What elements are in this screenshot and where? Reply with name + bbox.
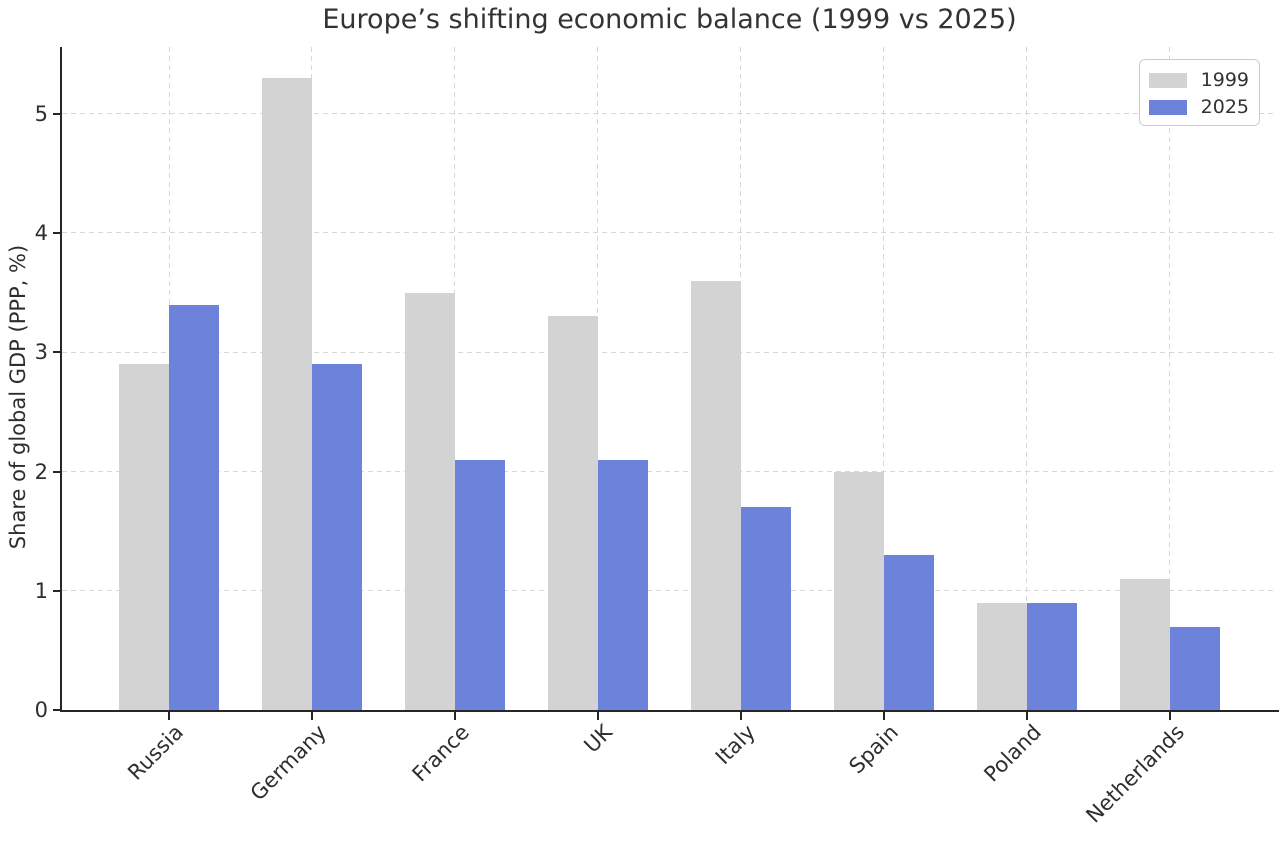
- x-tick-mark-netherlands: [1168, 712, 1171, 720]
- y-tick-label-1: 1: [34, 578, 48, 603]
- v-gridline-italy: [740, 47, 743, 710]
- h-gridline-4: [62, 232, 1277, 235]
- legend-swatch-1999: [1149, 72, 1187, 88]
- legend-swatch-2025: [1149, 99, 1187, 115]
- bar-2025-italy: [740, 507, 791, 710]
- h-gridline-1: [62, 590, 1277, 593]
- h-gridline-3: [62, 351, 1277, 354]
- x-tick-mark-poland: [1025, 712, 1028, 720]
- legend-label-1999: 1999: [1200, 69, 1249, 91]
- h-gridline-2: [62, 470, 1277, 473]
- y-tick-mark-4: [53, 232, 61, 235]
- v-gridline-spain: [883, 47, 886, 710]
- bar-1999-france: [405, 292, 456, 710]
- y-tick-label-4: 4: [34, 221, 48, 246]
- bar-1999-poland: [976, 602, 1027, 710]
- y-axis-label: Share of global GDP (PPP, %): [6, 244, 30, 550]
- legend-label-2025: 2025: [1200, 96, 1249, 118]
- h-gridline-5: [62, 113, 1277, 116]
- chart-title: Europe’s shifting economic balance (1999…: [322, 4, 1017, 35]
- bar-1999-netherlands: [1119, 578, 1170, 710]
- bar-2025-spain: [883, 554, 934, 710]
- bar-1999-russia: [119, 364, 170, 710]
- y-tick-mark-3: [53, 351, 61, 354]
- plot-area: [62, 47, 1277, 710]
- x-tick-mark-uk: [597, 712, 600, 720]
- x-tick-label-russia: Russia: [123, 720, 189, 785]
- bar-2025-netherlands: [1169, 626, 1220, 710]
- y-tick-label-0: 0: [34, 698, 48, 722]
- bar-1999-italy: [690, 280, 741, 710]
- v-gridline-netherlands: [1169, 47, 1172, 710]
- y-tick-mark-1: [53, 589, 61, 592]
- x-axis-spine: [60, 710, 1279, 712]
- y-tick-mark-2: [53, 470, 61, 473]
- v-gridline-uk: [597, 47, 600, 710]
- bar-1999-spain: [833, 471, 884, 710]
- bar-2025-uk: [598, 459, 649, 710]
- bar-1999-uk: [548, 316, 599, 710]
- y-tick-mark-0: [53, 709, 61, 711]
- y-tick-mark-5: [53, 112, 61, 115]
- legend: 1999 2025: [1139, 59, 1260, 126]
- bar-1999-germany: [262, 78, 313, 710]
- y-axis-spine: [60, 47, 62, 712]
- y-tick-label-5: 5: [34, 101, 48, 126]
- bar-2025-germany: [312, 364, 363, 710]
- bar-2025-poland: [1026, 602, 1077, 710]
- legend-entry-2025: 2025: [1149, 95, 1249, 119]
- legend-entry-1999: 1999: [1149, 68, 1249, 92]
- x-tick-mark-italy: [739, 712, 742, 720]
- bar-2025-france: [455, 459, 506, 710]
- x-tick-mark-france: [454, 712, 457, 720]
- v-gridline-france: [454, 47, 457, 710]
- y-tick-label-2: 2: [34, 459, 48, 484]
- y-tick-label-3: 3: [34, 340, 48, 365]
- x-tick-mark-spain: [882, 712, 885, 720]
- x-tick-mark-germany: [311, 712, 314, 720]
- x-tick-mark-russia: [168, 712, 171, 720]
- v-gridline-poland: [1026, 47, 1029, 710]
- bar-2025-russia: [169, 304, 220, 710]
